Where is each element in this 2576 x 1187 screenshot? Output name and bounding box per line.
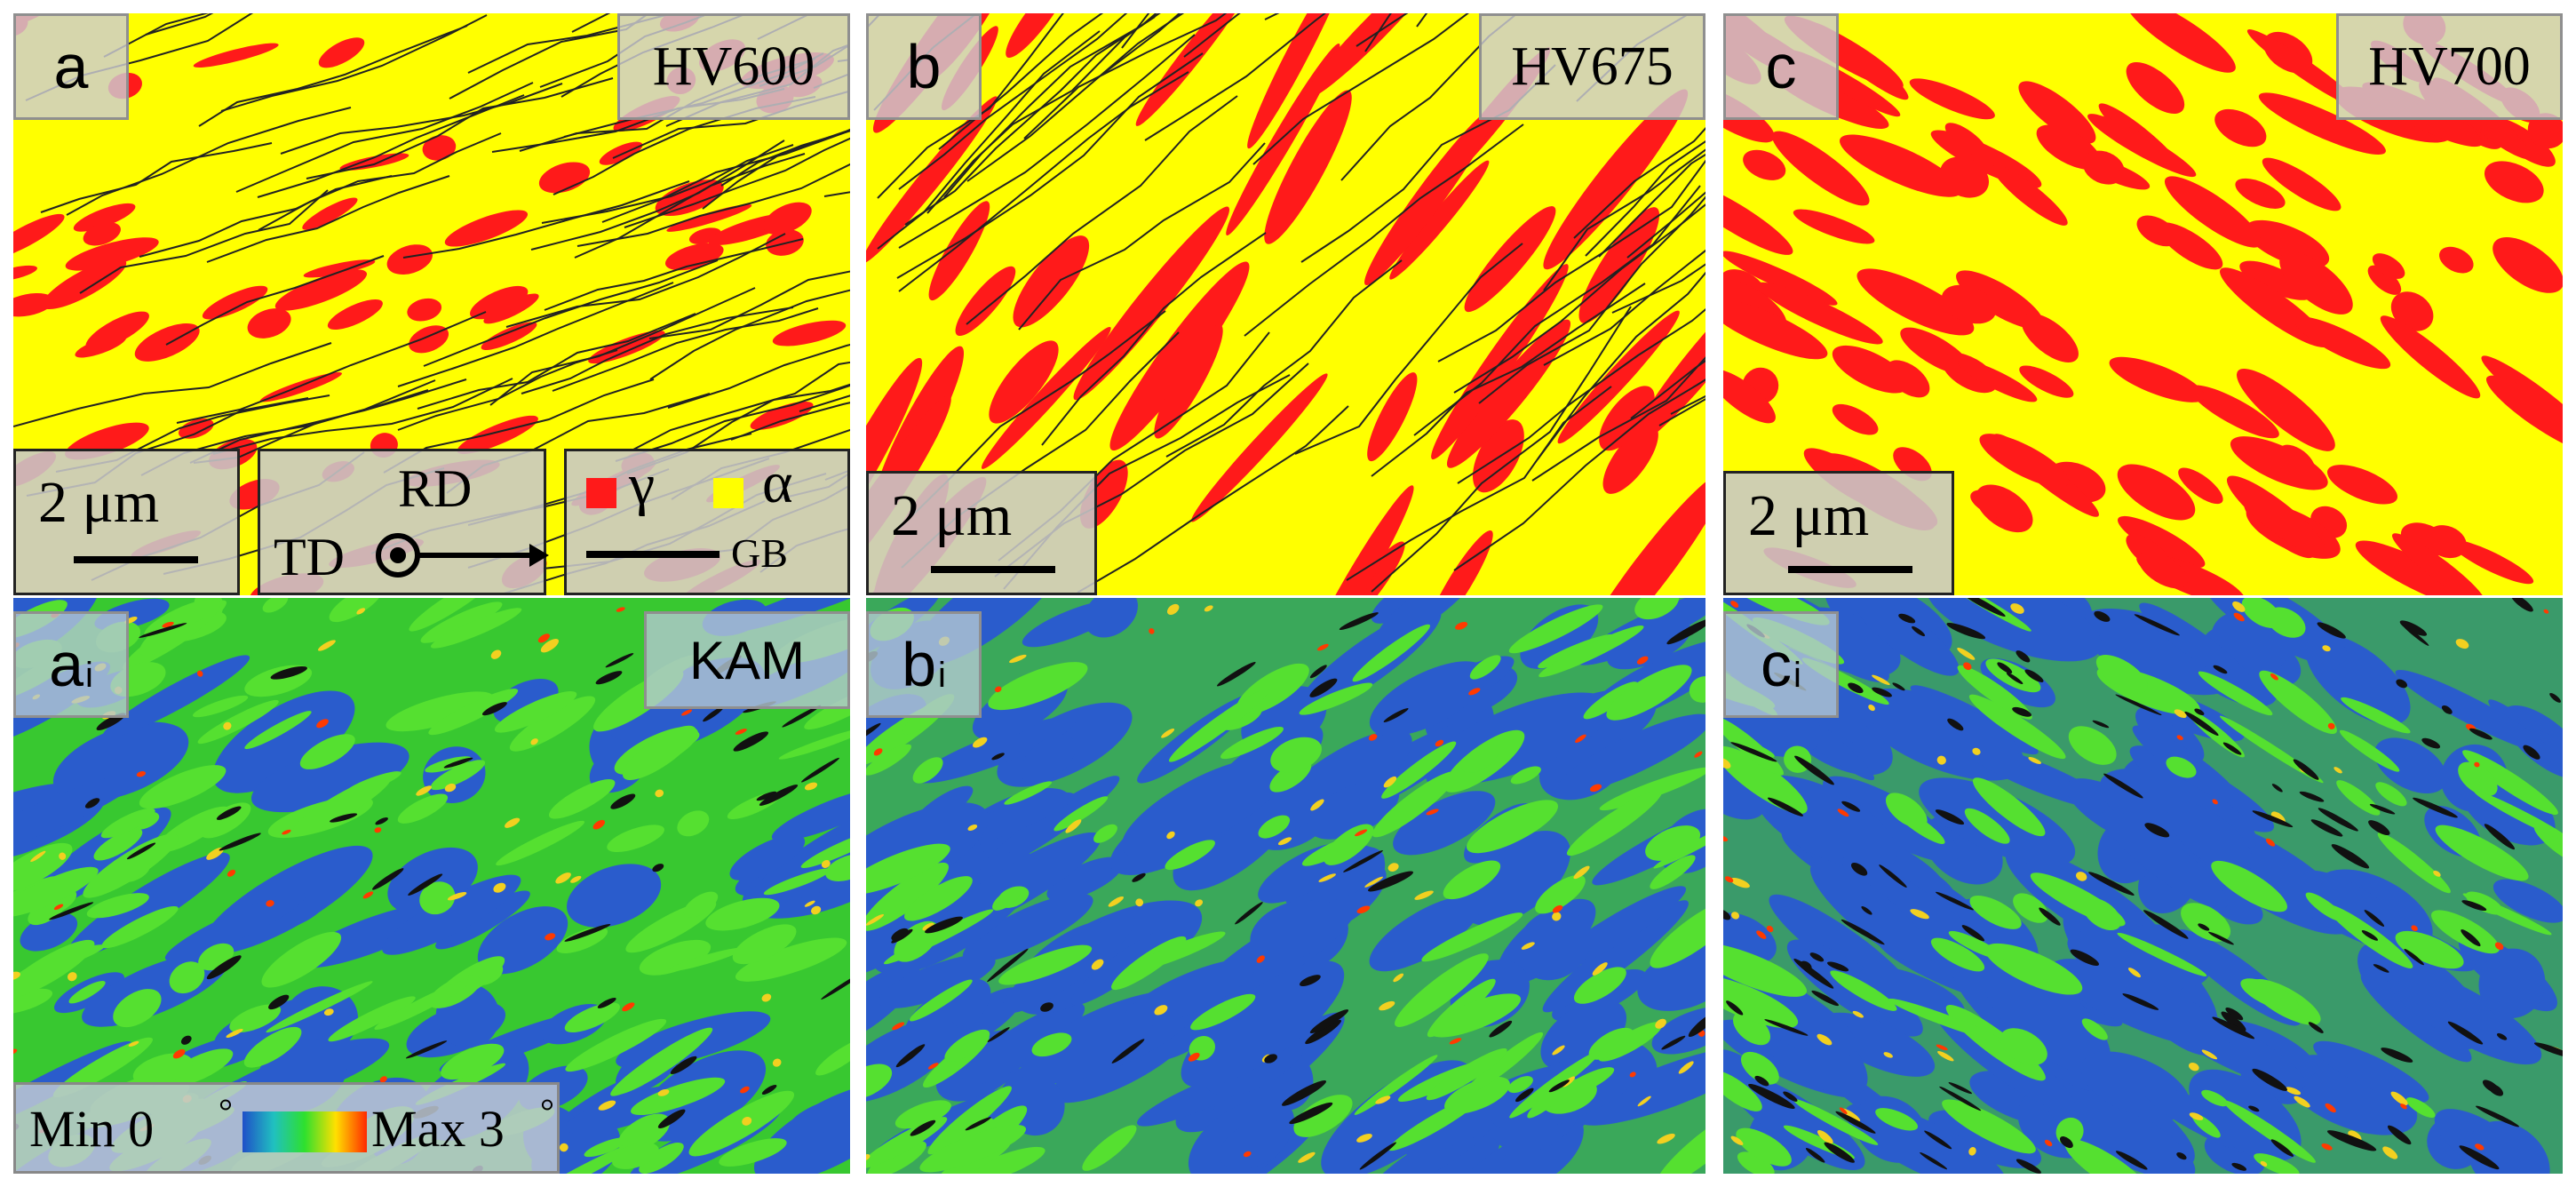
gb-line [586,551,720,558]
orientation-legend: RD TD [258,449,549,595]
scale-bar-b: 2 μm [866,471,1097,595]
kam-map-c-image [1723,598,2563,1174]
hardness-label-a: HV600 [617,13,850,120]
hardness-label-b: HV675 [1479,13,1705,120]
hardness-label-c: HV700 [2336,13,2563,120]
panel-label-b: b [866,13,982,120]
kam-color-gradient [242,1111,367,1152]
panel-label-a: a [13,13,129,120]
kam-scale-legend: Min 0 ° Max 3 ° [13,1082,560,1174]
scale-bar-line [931,566,1055,573]
panel-label-c: c [1723,13,1839,120]
kam-map-b-image [866,598,1705,1174]
scale-bar-c: 2 μm [1723,471,1954,595]
orientation-arrow-icon [376,533,549,578]
gamma-swatch [586,478,616,508]
phase-map-b: b HV675 2 μm [866,13,1705,595]
scale-bar-a: 2 μm [13,449,240,595]
kam-label: KAM [644,611,850,709]
phase-map-a: a HV600 2 μm RD TD γ α GB [13,13,850,595]
scale-bar-line [1788,566,1912,573]
phase-legend: γ α GB [564,449,850,595]
scale-bar-line [74,556,198,563]
alpha-swatch [713,478,743,508]
phase-map-c: c HV700 2 μm [1723,13,2563,595]
